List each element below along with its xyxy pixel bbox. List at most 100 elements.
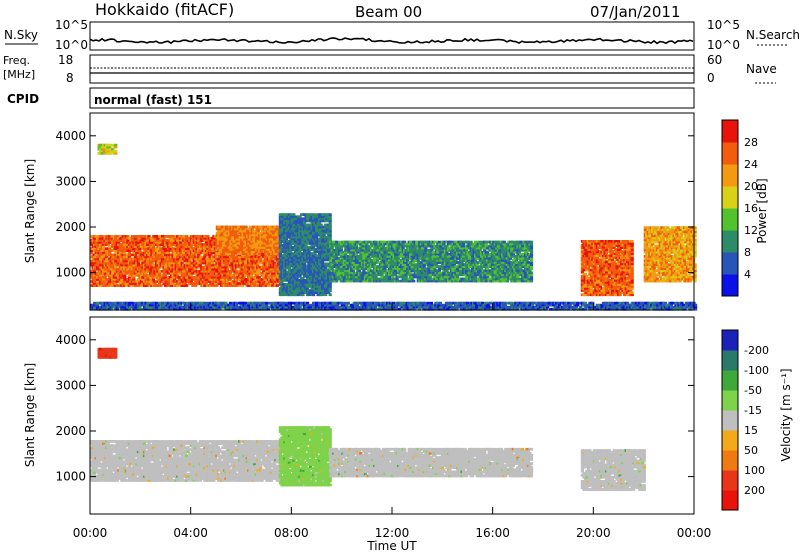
heatmap-cell xyxy=(100,282,104,285)
heatmap-cell xyxy=(158,245,162,248)
heatmap-cell xyxy=(183,271,187,275)
heatmap-cell xyxy=(195,235,199,238)
heatmap-cell xyxy=(118,282,122,285)
heatmap-cell xyxy=(93,280,97,283)
heatmap-cell xyxy=(133,237,137,240)
heatmap-cell xyxy=(126,237,130,240)
heatmap-cell xyxy=(222,261,227,265)
heatmap-cell xyxy=(100,253,104,257)
heatmap-cell xyxy=(165,253,169,257)
heatmap-cell xyxy=(230,274,234,277)
heatmap-cell xyxy=(94,249,98,252)
heatmap-cell xyxy=(292,213,296,216)
heatmap-cell xyxy=(185,284,189,287)
nsearch-tick-bottom: 10^0 xyxy=(707,38,740,52)
heatmap-cell xyxy=(168,261,172,265)
heatmap-cell xyxy=(201,274,205,277)
heatmap-cell xyxy=(177,280,181,283)
heatmap-cell xyxy=(225,280,230,283)
heatmap-cell xyxy=(142,247,147,250)
heatmap-cell xyxy=(115,274,119,277)
heatmap-cell xyxy=(201,278,205,281)
heatmap-cell xyxy=(97,253,101,257)
heatmap-cell xyxy=(201,269,205,273)
heatmap-cell xyxy=(209,243,213,246)
heatmap-cell xyxy=(164,284,168,287)
heatmap-cell xyxy=(183,267,187,271)
heatmap-cell xyxy=(164,257,168,261)
heatmap-cell xyxy=(99,257,103,261)
heatmap-cell xyxy=(200,255,204,259)
heatmap-cell xyxy=(183,278,187,281)
heatmap-cell xyxy=(106,259,110,263)
heatmap-cell xyxy=(126,257,130,261)
heatmap-cell xyxy=(201,247,205,250)
heatmap-cell xyxy=(115,280,119,283)
heatmap-cell xyxy=(189,274,193,277)
cpid-label: CPID xyxy=(7,92,39,106)
heatmap-cell xyxy=(136,261,140,265)
noise-frame xyxy=(89,21,695,51)
heatmap-cell xyxy=(228,271,233,275)
heatmap-cell xyxy=(165,278,169,281)
noise-trace xyxy=(89,37,694,45)
heatmap-cell xyxy=(177,269,181,273)
heatmap-cell xyxy=(212,265,216,269)
heatmap-cell xyxy=(167,265,171,269)
heatmap-cell xyxy=(148,247,153,250)
heatmap-cell xyxy=(145,263,150,267)
heatmap-cell xyxy=(123,255,127,259)
heatmap-cell xyxy=(102,255,106,259)
heatmap-cell xyxy=(192,253,196,257)
heatmap-cell xyxy=(201,257,205,261)
heatmap-cell xyxy=(158,269,162,273)
heatmap-cell xyxy=(144,284,148,287)
heatmap-cell xyxy=(161,261,165,265)
heatmap-cell xyxy=(141,237,145,240)
heatmap-cell xyxy=(132,276,136,279)
heatmap-cell xyxy=(102,278,106,281)
heatmap-cell xyxy=(93,261,97,265)
heatmap-cell xyxy=(227,265,231,269)
heatmap-cell xyxy=(100,274,104,277)
heatmap-cell xyxy=(94,274,98,277)
heatmap-cell xyxy=(126,249,130,252)
heatmap-cell xyxy=(167,284,171,287)
heatmap-cell xyxy=(132,278,136,281)
heatmap-cell xyxy=(120,239,124,242)
heatmap-cell xyxy=(158,255,162,259)
heatmap-cell xyxy=(151,278,156,281)
heatmap-cell xyxy=(145,280,150,283)
heatmap-cell xyxy=(206,235,210,238)
heatmap-cell xyxy=(154,235,159,238)
heatmap-cell xyxy=(159,247,163,250)
nave-tick-bottom: 0 xyxy=(707,71,715,85)
heatmap-cell xyxy=(156,267,160,271)
heatmap-cell xyxy=(145,255,150,259)
heatmap-cell xyxy=(230,269,234,273)
nsky-label: N.Sky xyxy=(4,28,38,42)
heatmap-cell xyxy=(136,284,140,287)
heatmap-cell xyxy=(210,267,214,271)
heatmap-cell xyxy=(141,278,145,281)
freq-frame xyxy=(89,54,695,84)
heatmap-cell xyxy=(183,282,187,285)
heatmap-cell xyxy=(201,261,205,265)
cpid-panel: CPID normal (fast) 151 xyxy=(7,87,695,109)
heatmap-cell xyxy=(204,280,208,283)
date-title: 07/Jan/2011 xyxy=(590,3,681,21)
heatmap-cell xyxy=(203,255,207,259)
heatmap-cell xyxy=(164,274,168,277)
heatmap-cell xyxy=(112,267,116,271)
heatmap-cell xyxy=(117,259,121,263)
heatmap-cell xyxy=(198,274,202,277)
heatmap-cell xyxy=(154,253,159,257)
heatmap-cell xyxy=(225,267,230,271)
freq-panel: Freq. [MHz] 18 8 60 0 Nave xyxy=(3,53,777,85)
heatmap-cell xyxy=(109,274,113,277)
heatmap-cell xyxy=(99,276,103,279)
heatmap-cell xyxy=(126,280,130,283)
heatmap-cell xyxy=(159,284,163,287)
heatmap-cell xyxy=(132,265,136,269)
